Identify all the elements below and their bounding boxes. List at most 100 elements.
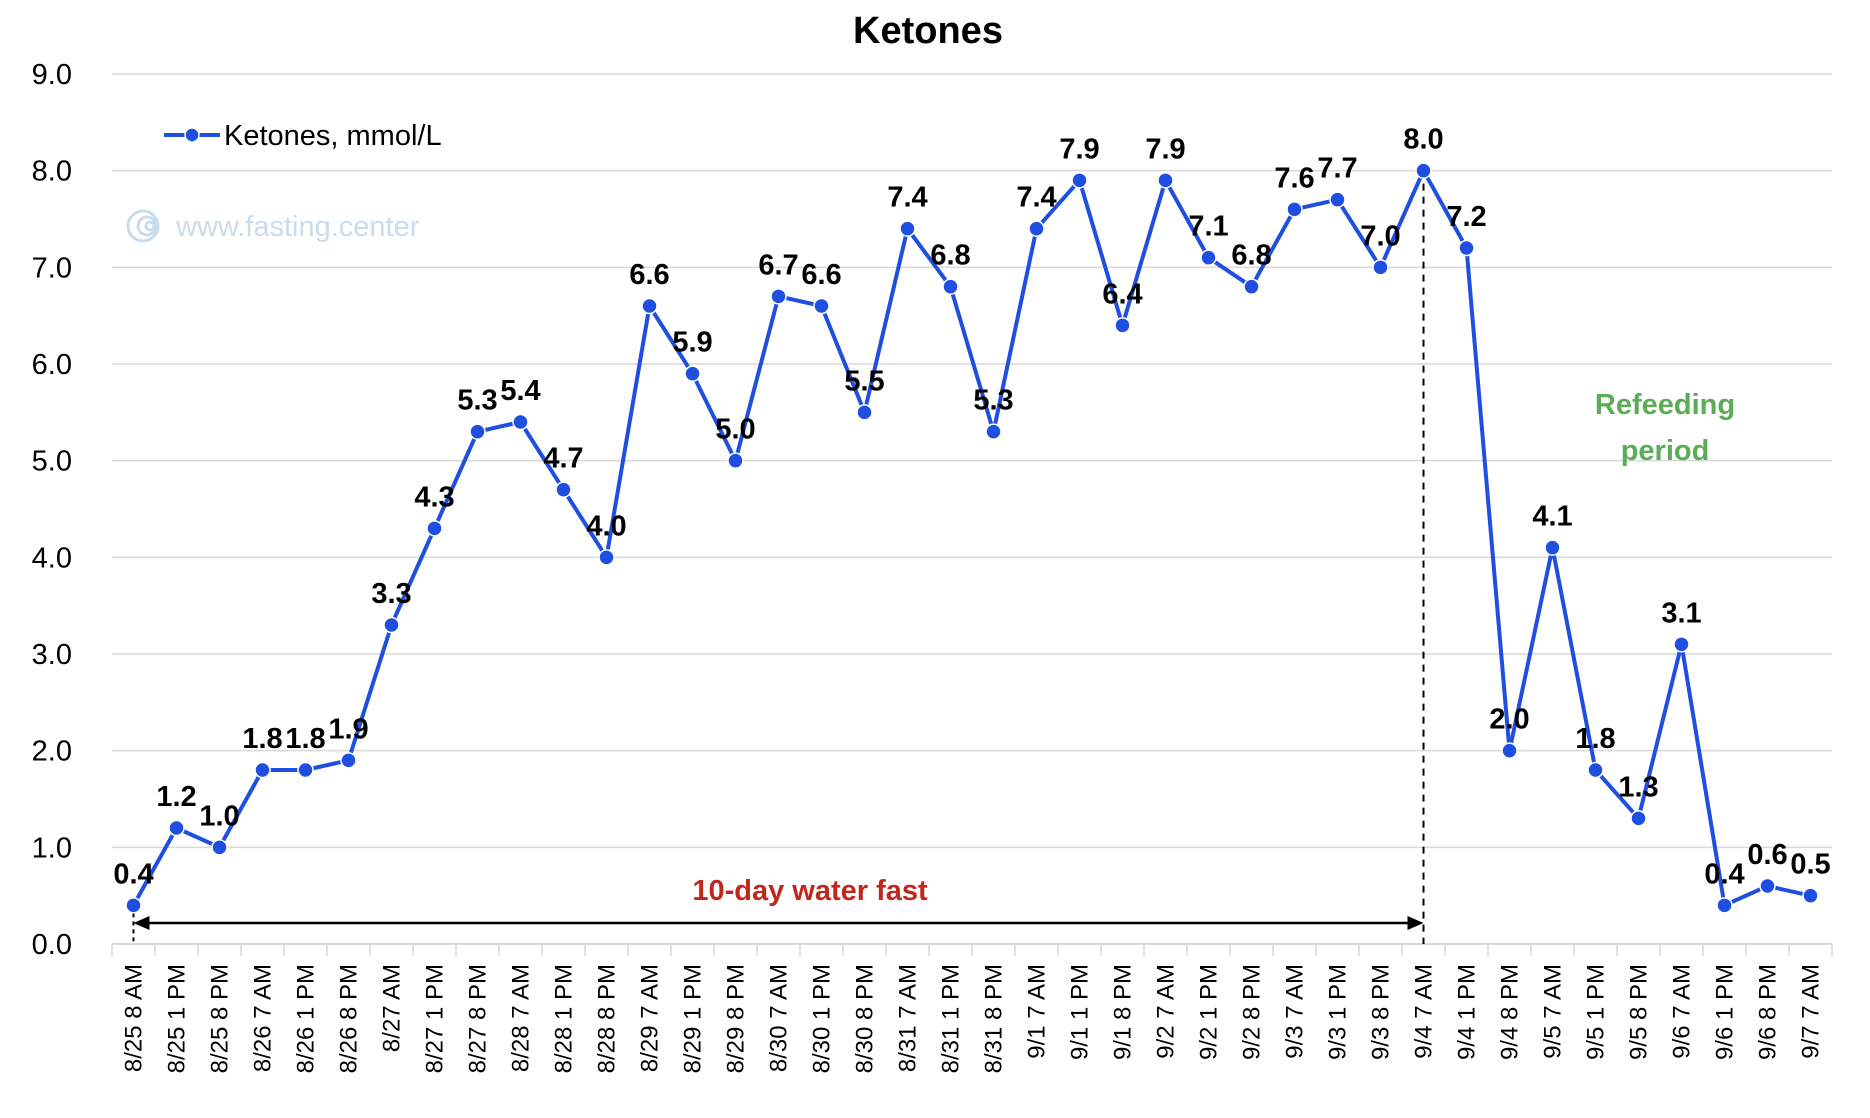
x-tick-label: 9/3 7 AM: [1282, 964, 1309, 1059]
data-label: 0.4: [1704, 858, 1744, 890]
data-label: 1.9: [328, 713, 368, 745]
data-label: 8.0: [1403, 124, 1443, 156]
x-tick-label: 8/25 8 AM: [121, 964, 148, 1072]
fasting-center-logo-icon: [126, 209, 160, 243]
data-label: 5.9: [672, 327, 712, 359]
y-tick-label: 8.0: [32, 156, 72, 188]
data-point: [1630, 810, 1647, 827]
data-point: [297, 761, 314, 779]
y-tick-label: 5.0: [32, 446, 72, 478]
y-axis-tick-labels: 0.0 1.0 2.0 3.0 4.0 5.0 6.0 7.0 8.0 9.0: [32, 59, 72, 961]
watermark-text: www.fasting.center: [175, 211, 420, 243]
data-label: 1.8: [242, 723, 282, 755]
data-label: 7.4: [887, 182, 927, 214]
data-point: [168, 819, 185, 837]
data-point: [1759, 877, 1776, 895]
data-label: 7.9: [1059, 133, 1099, 165]
gridlines: [111, 73, 1833, 956]
data-point: [1501, 742, 1518, 759]
y-tick-label: 3.0: [32, 639, 72, 671]
x-tick-label: 9/2 7 AM: [1153, 964, 1180, 1059]
data-point: [1673, 636, 1690, 653]
x-tick-label: 8/26 7 AM: [250, 964, 277, 1072]
y-tick-label: 7.0: [32, 252, 72, 284]
data-point: [684, 365, 701, 382]
x-axis-tick-labels: 8/25 8 AM 8/25 1 PM 8/25 8 PM 8/26 7 AM 8/26…: [121, 964, 1825, 1073]
data-point: [254, 761, 271, 779]
x-tick-label: 8/26 8 PM: [336, 964, 363, 1073]
data-point: [125, 897, 142, 914]
data-label: 1.3: [1618, 771, 1658, 803]
data-label: 4.0: [586, 510, 626, 542]
data-point: [426, 520, 443, 537]
data-label: 6.8: [1231, 240, 1271, 272]
x-tick-label: 9/5 1 PM: [1583, 964, 1610, 1060]
refeeding-period-label-line1: Refeeding: [1595, 389, 1735, 421]
data-label: 5.5: [844, 365, 884, 397]
data-point: [1286, 201, 1303, 218]
x-tick-label: 9/1 7 AM: [1024, 964, 1051, 1059]
data-point: [1415, 162, 1432, 179]
data-label: 6.7: [758, 249, 798, 281]
ketones-series-line: [131, 168, 1811, 908]
x-tick-label: 9/7 7 AM: [1798, 964, 1825, 1059]
x-tick-label: 8/27 8 PM: [465, 964, 492, 1073]
data-point: [555, 481, 572, 498]
data-label: 7.1: [1188, 211, 1228, 243]
refeeding-period-label-line2: period: [1621, 435, 1710, 467]
x-tick-label: 9/2 1 PM: [1196, 964, 1223, 1060]
x-tick-label: 8/28 7 AM: [508, 964, 535, 1072]
data-point: [1372, 259, 1389, 276]
data-point: [985, 423, 1002, 440]
data-point: [1071, 172, 1088, 189]
x-tick-label: 9/6 7 AM: [1669, 964, 1696, 1059]
data-point: [512, 413, 529, 431]
x-tick-label: 9/2 8 PM: [1239, 964, 1266, 1060]
x-tick-label: 8/27 1 PM: [422, 964, 449, 1073]
data-point: [340, 752, 357, 769]
watermark: www.fasting.center: [126, 209, 420, 243]
data-point: [942, 278, 959, 295]
data-label: 3.1: [1661, 597, 1701, 629]
data-point: [1802, 887, 1819, 904]
data-point: [1200, 249, 1217, 266]
x-tick-label: 8/29 1 PM: [680, 964, 707, 1073]
x-tick-label: 9/4 8 PM: [1497, 964, 1524, 1060]
data-point: [1587, 761, 1604, 779]
legend: Ketones, mmol/L: [164, 120, 442, 152]
x-tick-label: 8/28 8 PM: [594, 964, 621, 1073]
fast-period-label: 10-day water fast: [692, 875, 928, 907]
data-label: 7.9: [1145, 133, 1185, 165]
x-tick-label: 8/27 AM: [379, 964, 406, 1052]
data-point: [856, 404, 873, 421]
data-point: [211, 839, 228, 856]
annotations: 10-day water fast Refeeding period: [132, 170, 1735, 944]
x-tick-label: 8/30 1 PM: [809, 964, 836, 1073]
x-tick-label: 9/5 7 AM: [1540, 964, 1567, 1059]
data-label: 5.0: [715, 414, 755, 446]
x-tick-label: 9/4 7 AM: [1411, 964, 1438, 1059]
data-point: [469, 423, 486, 440]
y-tick-label: 6.0: [32, 349, 72, 381]
x-tick-label: 8/25 1 PM: [164, 964, 191, 1073]
data-label: 4.3: [414, 481, 454, 513]
x-tick-label: 9/3 8 PM: [1368, 964, 1395, 1060]
data-label: 2.0: [1489, 704, 1529, 736]
x-tick-label: 9/4 1 PM: [1454, 964, 1481, 1060]
data-point: [1458, 239, 1475, 257]
x-tick-label: 9/5 8 PM: [1626, 964, 1653, 1060]
data-label: 6.6: [629, 259, 669, 291]
x-tick-label: 8/28 1 PM: [551, 964, 578, 1073]
data-point: [1028, 220, 1045, 237]
data-label: 5.3: [457, 385, 497, 417]
x-tick-label: 8/31 1 PM: [938, 964, 965, 1073]
data-label: 7.2: [1446, 201, 1486, 233]
data-point: [899, 220, 916, 237]
data-label: 6.6: [801, 259, 841, 291]
data-label: 1.8: [285, 723, 325, 755]
x-tick-label: 9/3 1 PM: [1325, 964, 1352, 1060]
data-point: [598, 549, 615, 566]
data-point: [1716, 897, 1733, 914]
chart-title: Ketones: [853, 10, 1003, 52]
data-labels: 0.41.21.01.8 1.8 1.93.34.35.3 5.44.74.06.65…: [113, 124, 1830, 891]
